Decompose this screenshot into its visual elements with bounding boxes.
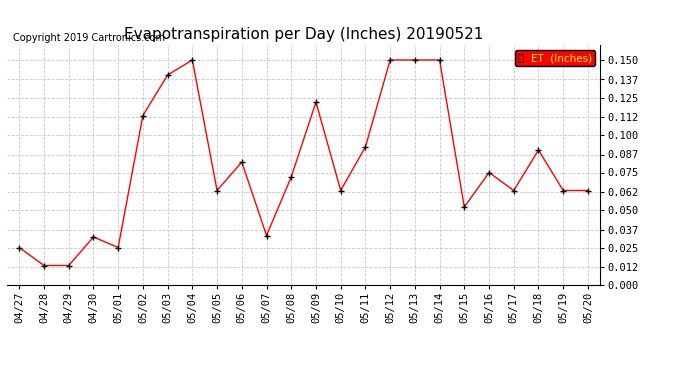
Title: Evapotranspiration per Day (Inches) 20190521: Evapotranspiration per Day (Inches) 2019…	[124, 27, 483, 42]
Legend: ET  (Inches): ET (Inches)	[515, 50, 595, 66]
Text: Copyright 2019 Cartronics.com: Copyright 2019 Cartronics.com	[13, 33, 165, 43]
